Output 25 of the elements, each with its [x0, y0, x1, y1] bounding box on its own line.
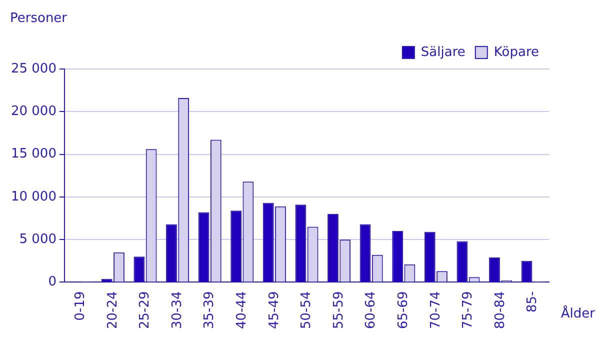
x-tick-label: 20-24 — [105, 291, 120, 330]
x-tick-label: 40-44 — [234, 291, 250, 330]
x-tick-label: 25-29 — [138, 291, 153, 330]
x-axis-title: Ålder — [560, 304, 596, 322]
y-tick-label: 25 000 — [10, 61, 56, 76]
y-tick-label: 15 000 — [10, 146, 56, 162]
legend-label: Köpare — [494, 44, 540, 60]
y-tick-label: 20 000 — [10, 104, 56, 120]
y-tick-label: 10 000 — [10, 189, 56, 204]
x-tick-label: 65-69 — [396, 291, 412, 330]
x-tick-label: 70-74 — [428, 291, 444, 330]
y-axis-title: Personer — [10, 10, 68, 26]
y-tick-label: 5 000 — [19, 232, 56, 247]
x-tick-label: 55-59 — [331, 291, 346, 330]
x-tick-label: 35-39 — [202, 291, 218, 330]
x-tick-label: 60-64 — [364, 291, 379, 330]
x-tick-label: 80-84 — [492, 291, 508, 330]
legend-label: Säljare — [420, 44, 466, 60]
y-tick-label: 0 — [48, 274, 56, 290]
x-tick-label: 30-34 — [170, 291, 185, 330]
x-tick-label: 45-49 — [266, 291, 282, 330]
x-tick-label: 85- — [525, 290, 540, 312]
x-tick-label: 75-79 — [460, 291, 476, 330]
x-tick-label: 50-54 — [299, 291, 314, 330]
x-tick-label: 0-19 — [73, 291, 88, 321]
